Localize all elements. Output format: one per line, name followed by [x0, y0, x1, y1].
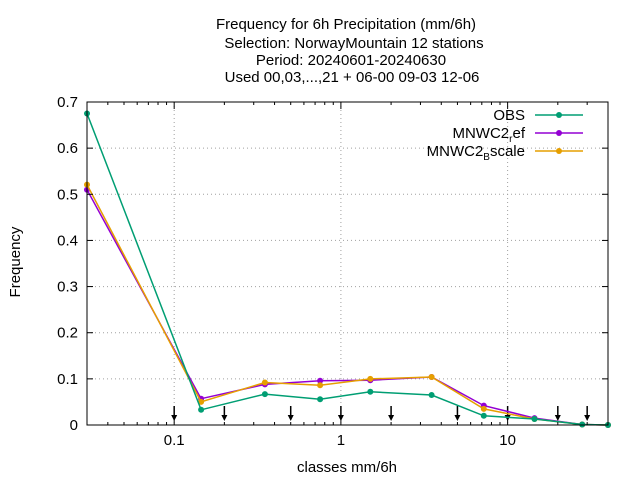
class-limit-markers [171, 406, 591, 421]
data-point [317, 377, 324, 384]
data-point [198, 398, 205, 405]
grid [87, 102, 608, 425]
legend-swatch-point [556, 112, 562, 118]
x-tick-label: 10 [499, 432, 516, 449]
y-tick-label: 0.1 [57, 371, 78, 388]
y-tick-label: 0.6 [57, 140, 78, 157]
legend-item: MNWC2Bscale [427, 143, 583, 163]
series-mnwc2-r [84, 186, 611, 428]
data-point [261, 379, 268, 386]
series-mnwc2-b [84, 181, 611, 428]
series-line [86, 113, 609, 426]
data-point [531, 416, 538, 422]
data-point [198, 406, 205, 413]
plot-frame [86, 101, 609, 426]
class-limit-arrow-head [221, 415, 228, 421]
x-tick-label: 0.1 [164, 432, 185, 449]
series-line [86, 184, 609, 426]
data-point [317, 382, 324, 389]
title-line-2: Selection: NorwayMountain 12 stations [224, 35, 483, 52]
y-tick-label: 0.5 [57, 186, 78, 203]
data-point [367, 388, 374, 395]
legend-label: MNWC2Bscale [427, 143, 525, 163]
class-limit-arrow-head [388, 415, 395, 421]
class-limit-arrow-head [287, 415, 294, 421]
data-series [84, 110, 611, 428]
data-point [261, 391, 268, 398]
class-limit-arrow-head [454, 415, 461, 421]
legend-item: MNWC2ref [452, 125, 583, 145]
data-point [428, 374, 435, 380]
legend-item: OBS [493, 107, 583, 124]
chart-title: Frequency for 6h Precipitation (mm/6h) S… [216, 16, 484, 86]
y-axis-label: Frequency [7, 226, 24, 297]
data-point [317, 396, 324, 403]
data-point [480, 412, 487, 419]
class-limit-arrow-head [584, 415, 591, 421]
data-point [428, 392, 435, 398]
y-tick-label: 0 [70, 417, 78, 434]
title-line-3: Period: 20240601-20240630 [256, 52, 446, 69]
title-line-1: Frequency for 6h Precipitation (mm/6h) [216, 16, 476, 33]
y-tick-label: 0.4 [57, 232, 78, 249]
title-line-4: Used 00,03,...,21 + 06-00 09-03 12-06 [225, 69, 480, 86]
data-point [367, 375, 374, 382]
data-point [480, 405, 487, 412]
x-tick-label: 1 [337, 432, 345, 449]
y-tick-label: 0.2 [57, 325, 78, 342]
legend-swatch-point [556, 148, 562, 154]
axes: 0 0.1 0.2 0.3 0.4 0.5 0.6 0.7 0.1 1 10 [57, 94, 608, 449]
x-axis-label: classes mm/6h [297, 459, 397, 476]
legend-label: OBS [493, 107, 525, 124]
y-tick-label: 0.3 [57, 279, 78, 296]
series-line [86, 189, 609, 426]
class-limit-arrow-head [554, 415, 561, 421]
legend-label: MNWC2ref [452, 125, 525, 145]
y-tick-label: 0.7 [57, 94, 78, 111]
legend-swatch-point [556, 130, 562, 136]
